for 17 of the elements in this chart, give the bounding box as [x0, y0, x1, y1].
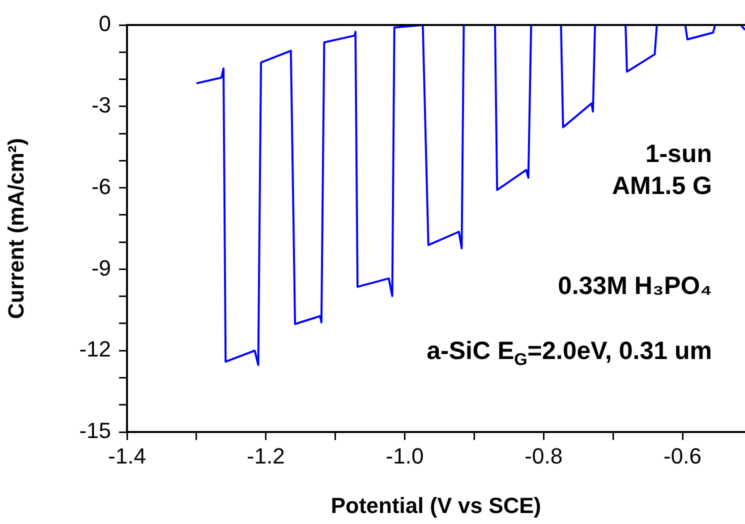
x-tick-label: -1.4 [108, 443, 146, 468]
y-tick-label: -15 [79, 418, 111, 444]
y-tick-label: -3 [91, 92, 111, 118]
y-tick-label: -9 [91, 255, 111, 280]
x-tick-label: -0.8 [524, 443, 563, 468]
annotation: AM1.5 G [612, 172, 712, 201]
y-tick-label: -12 [79, 336, 111, 362]
y-tick-label: 0 [98, 11, 111, 36]
annotation: a-SiC E$_{G}$=2.0eV, 0.31 um [426, 337, 712, 370]
x-axis-title: Potential (V vs SCE) [330, 492, 542, 518]
annotation: 1-sun [645, 140, 712, 169]
x-tick-label: -1.2 [246, 443, 285, 468]
x-tick-label: -0.6 [664, 443, 702, 468]
x-tick-label: -1.0 [386, 443, 424, 468]
y-axis-title: Current (mA/cm²) [3, 138, 28, 319]
annotation: 0.33M H₃PO₄ [558, 272, 712, 301]
y-tick-label: -6 [91, 174, 111, 199]
